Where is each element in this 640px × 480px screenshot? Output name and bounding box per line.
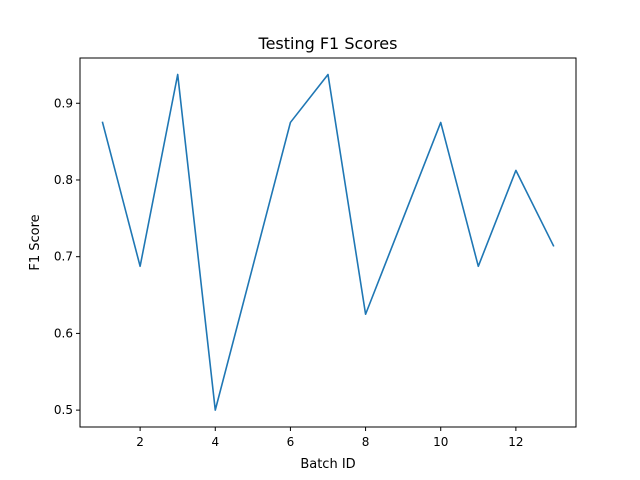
y-tick-label: 0.6 bbox=[54, 326, 73, 340]
y-tick-label: 0.5 bbox=[54, 403, 73, 417]
plot-area bbox=[79, 57, 577, 428]
y-axis-label: F1 Score bbox=[28, 214, 43, 270]
y-tick-label: 0.7 bbox=[54, 250, 73, 264]
x-tick-label: 10 bbox=[433, 435, 448, 449]
y-axis: 0.5 0.6 0.7 0.8 0.9 bbox=[54, 96, 80, 417]
x-tick-label: 2 bbox=[136, 435, 144, 449]
series-line bbox=[101, 73, 555, 411]
x-tick-label: 6 bbox=[287, 435, 295, 449]
x-axis-label: Batch ID bbox=[300, 457, 355, 472]
y-tick-label: 0.9 bbox=[54, 96, 73, 110]
axes-frame bbox=[79, 57, 577, 428]
x-tick-label: 4 bbox=[211, 435, 219, 449]
y-tick-label: 0.8 bbox=[54, 173, 73, 187]
x-axis: 2 4 6 8 10 12 bbox=[136, 427, 524, 449]
x-tick-label: 12 bbox=[508, 435, 523, 449]
x-tick-label: 8 bbox=[362, 435, 370, 449]
chart-title: Testing F1 Scores bbox=[258, 34, 398, 53]
